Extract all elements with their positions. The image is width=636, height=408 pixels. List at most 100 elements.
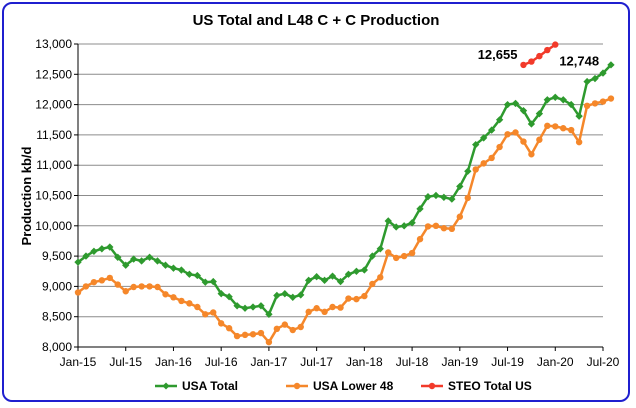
legend-label: USA Total — [182, 379, 238, 393]
x-tick-label: Jan-18 — [346, 355, 383, 369]
data-point — [512, 129, 519, 136]
data-point — [385, 249, 392, 256]
x-tick-label: Jul-15 — [109, 355, 142, 369]
data-point — [352, 267, 361, 275]
data-point — [177, 266, 186, 274]
data-point — [408, 249, 416, 257]
data-point — [432, 191, 440, 200]
data-point — [98, 245, 106, 253]
x-tick-label: Jul-18 — [396, 355, 429, 369]
data-point — [74, 289, 82, 296]
data-point — [169, 264, 178, 272]
data-point — [583, 102, 591, 110]
data-point — [114, 281, 121, 288]
data-point — [138, 283, 145, 290]
data-point — [464, 194, 471, 202]
legend-marker — [162, 382, 170, 390]
legend: USA Total USA Lower 48 STEO Total US — [155, 379, 532, 393]
data-point — [551, 93, 559, 101]
data-point — [185, 270, 194, 278]
legend-marker — [293, 382, 301, 390]
data-point — [313, 305, 320, 312]
y-tick-label: 12,500 — [35, 67, 72, 81]
data-point — [210, 309, 217, 316]
data-point — [241, 304, 249, 312]
data-point — [281, 290, 289, 298]
data-point — [265, 310, 273, 318]
data-point — [202, 311, 209, 318]
data-point — [392, 254, 400, 262]
data-point — [257, 329, 265, 337]
data-point — [424, 193, 432, 201]
data-point — [353, 295, 360, 303]
data-point — [591, 100, 599, 107]
y-tick-label: 13,000 — [35, 37, 72, 51]
data-point — [241, 331, 249, 339]
data-point — [552, 123, 559, 130]
data-point — [82, 283, 90, 290]
legend-marker — [428, 382, 436, 390]
y-tick-label: 9,000 — [42, 279, 72, 293]
data-point — [186, 300, 193, 307]
data-point — [496, 143, 503, 151]
legend-label: STEO Total US — [448, 379, 532, 393]
gridlines — [78, 43, 603, 348]
data-point — [345, 295, 352, 302]
data-point — [400, 222, 408, 230]
data-point — [304, 276, 313, 284]
data-point — [552, 41, 559, 48]
y-tick-label: 9,500 — [42, 249, 72, 263]
data-point — [440, 225, 448, 232]
y-tick-label: 11,500 — [36, 128, 72, 142]
y-tick-label: 8,000 — [42, 340, 72, 354]
data-point — [201, 278, 209, 286]
y-tick-label: 10,500 — [35, 189, 72, 203]
x-tick-label: Jan-20 — [537, 355, 574, 369]
data-point — [599, 98, 607, 105]
data-point — [368, 252, 376, 260]
data-point — [416, 205, 424, 213]
data-point — [361, 292, 368, 300]
data-point — [233, 332, 241, 340]
data-point — [194, 303, 201, 311]
y-tick-label: 12,000 — [35, 98, 72, 112]
data-point — [520, 61, 527, 69]
data-point — [122, 288, 129, 295]
data-point — [193, 271, 201, 280]
data-point — [146, 283, 153, 290]
data-point — [281, 321, 289, 328]
data-point — [98, 277, 106, 284]
data-point — [225, 325, 233, 332]
data-point — [448, 225, 456, 233]
data-point — [225, 293, 233, 301]
x-tick-label: Jul-19 — [491, 355, 524, 369]
y-tick-label: 8,500 — [42, 310, 72, 324]
annotations: 12,655 12,748 — [478, 47, 599, 68]
data-point — [448, 195, 456, 203]
data-point — [544, 122, 551, 130]
data-point — [161, 261, 170, 269]
data-point — [145, 253, 154, 261]
data-point — [424, 223, 432, 230]
data-point — [178, 297, 185, 305]
y-axis-label: Production kb/d — [19, 146, 34, 245]
chart-title: US Total and L48 C + C Production — [193, 12, 440, 29]
data-point — [328, 272, 337, 280]
data-point — [432, 222, 440, 229]
data-point — [297, 323, 304, 331]
data-point — [567, 126, 575, 134]
data-point — [122, 261, 130, 269]
data-point — [153, 257, 162, 265]
x-tick-label: Jul-17 — [300, 355, 333, 369]
data-point — [583, 77, 591, 86]
y-tick-label: 10,000 — [35, 219, 72, 233]
axes: 8,000 8,500 9,000 9,500 10,000 10,500 11,000 11… — [35, 37, 619, 369]
data-point — [312, 273, 321, 281]
data-point — [217, 320, 225, 327]
data-point — [265, 338, 273, 346]
data-point — [337, 304, 344, 311]
data-point — [289, 293, 297, 301]
data-point — [329, 303, 336, 311]
x-tick-label: Jan-15 — [60, 355, 97, 369]
x-tick-label: Jan-16 — [155, 355, 192, 369]
